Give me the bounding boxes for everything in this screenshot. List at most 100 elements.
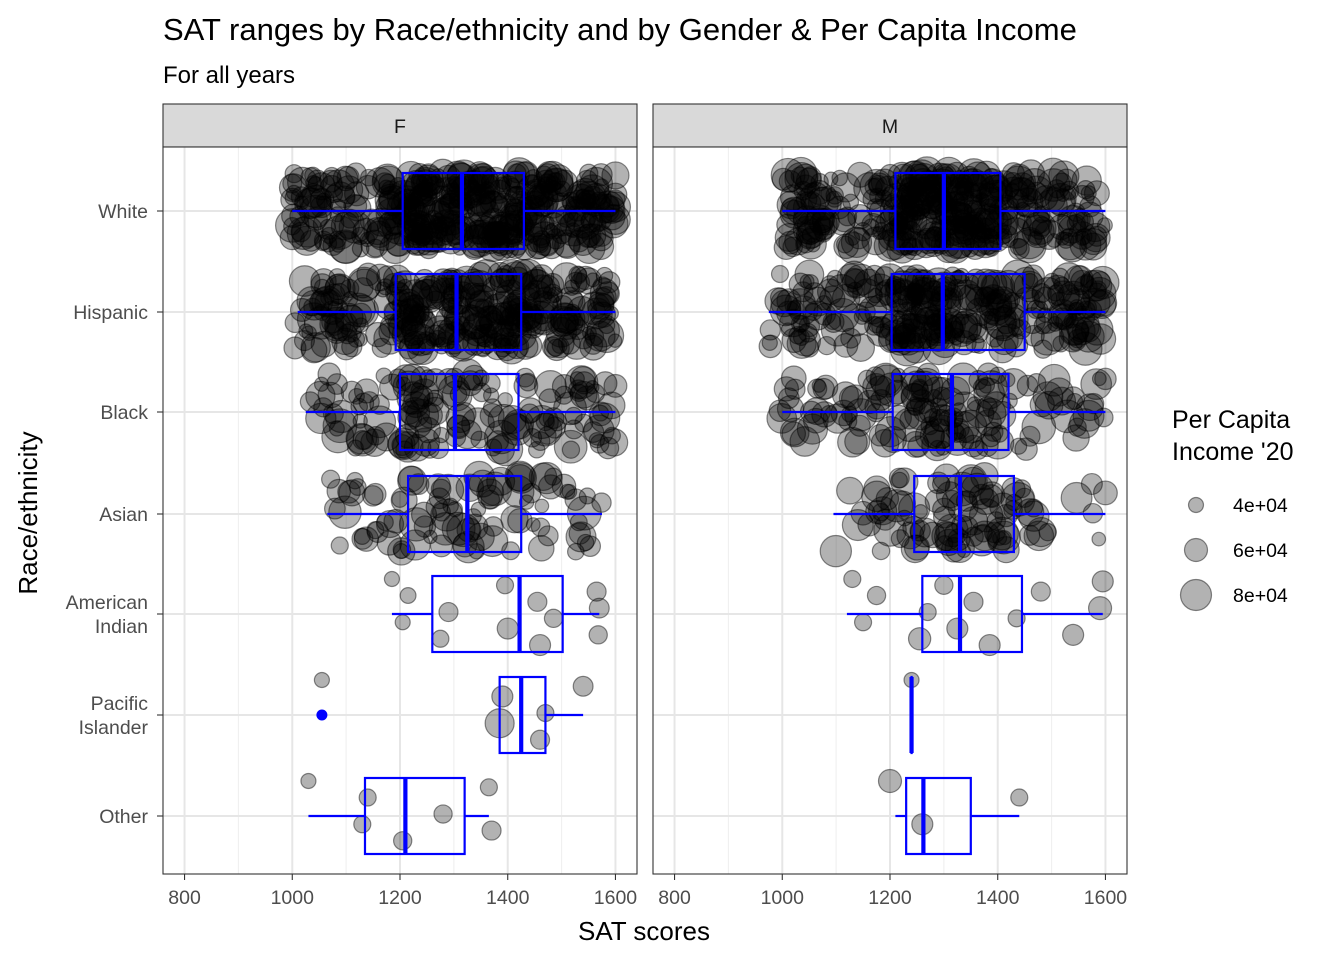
data-point: [821, 275, 839, 293]
data-point: [365, 425, 386, 446]
data-point: [373, 172, 396, 195]
data-point: [1026, 373, 1047, 393]
data-point: [788, 272, 813, 296]
data-point: [446, 414, 471, 438]
data-point: [533, 182, 559, 208]
data-point: [833, 332, 859, 358]
data-point: [940, 376, 971, 406]
data-point: [951, 194, 987, 230]
data-point: [868, 174, 888, 195]
data-point: [566, 542, 585, 561]
data-point: [412, 181, 438, 208]
box-iqr: [406, 474, 523, 554]
data-point: [542, 283, 563, 304]
data-point: [841, 268, 872, 299]
data-point: [830, 172, 861, 203]
legend-title: Income '20: [1172, 438, 1294, 466]
data-point: [396, 278, 413, 295]
data-point: [941, 489, 963, 512]
data-point: [1030, 300, 1049, 319]
data-point: [777, 387, 800, 410]
data-point: [837, 231, 870, 265]
data-point: [570, 266, 588, 283]
data-point: [843, 569, 862, 589]
data-point: [1013, 226, 1046, 260]
data-point: [1018, 500, 1050, 532]
data-point: [923, 407, 943, 428]
data-point: [924, 414, 959, 449]
data-point: [487, 214, 516, 243]
data-point: [533, 309, 555, 332]
data-point: [983, 421, 1004, 442]
data-point: [507, 185, 527, 205]
x-tick-label: 1200: [868, 887, 912, 909]
data-point: [322, 166, 342, 186]
data-point: [484, 438, 503, 457]
boxplot-white: [292, 171, 616, 251]
legend-label: 4e+04: [1233, 495, 1288, 517]
data-point: [584, 320, 616, 352]
data-point: [358, 788, 377, 807]
data-point: [932, 497, 956, 522]
data-point: [327, 298, 349, 320]
data-point: [588, 214, 607, 233]
data-point: [313, 671, 330, 689]
data-point: [1010, 788, 1029, 807]
data-point: [572, 371, 596, 395]
data-point: [853, 613, 873, 632]
data-point: [906, 183, 923, 201]
data-point: [968, 483, 995, 510]
data-point: [538, 233, 565, 260]
data-point: [885, 270, 921, 306]
data-point: [965, 524, 998, 557]
data-point: [495, 258, 528, 292]
data-point: [904, 193, 932, 221]
data-point: [903, 282, 927, 306]
data-point: [895, 173, 920, 198]
data-point: [376, 211, 406, 240]
data-point: [917, 176, 933, 192]
data-point: [905, 203, 938, 236]
data-point: [888, 213, 908, 233]
data-point: [475, 190, 510, 225]
data-point: [1015, 498, 1045, 527]
data-point: [1047, 386, 1077, 416]
data-point: [796, 218, 827, 249]
data-point: [348, 478, 367, 496]
data-point: [913, 308, 930, 325]
data-point: [488, 234, 515, 261]
data-point: [353, 527, 371, 545]
data-point: [527, 591, 548, 612]
data-point: [385, 280, 410, 306]
data-point: [492, 334, 512, 353]
data-point: [1048, 213, 1075, 241]
data-point: [423, 209, 444, 230]
data-point: [862, 188, 885, 211]
data-point: [954, 209, 973, 229]
data-point: [597, 316, 616, 335]
data-point: [274, 208, 310, 243]
data-point: [470, 501, 487, 518]
data-point: [572, 180, 608, 216]
data-point: [336, 165, 360, 190]
data-point: [583, 334, 604, 355]
data-point: [522, 180, 546, 205]
data-point: [1052, 262, 1086, 296]
data-point: [932, 163, 964, 195]
data-point: [506, 272, 540, 306]
data-point: [480, 174, 496, 189]
data-point: [966, 396, 982, 412]
data-point: [525, 517, 541, 533]
data-point: [1008, 238, 1030, 260]
data-point: [322, 215, 357, 250]
data-point: [543, 416, 566, 439]
data-point: [378, 317, 407, 346]
data-point: [873, 263, 907, 296]
data-point: [353, 526, 380, 552]
data-point: [406, 190, 434, 218]
data-point: [446, 414, 471, 440]
data-point: [504, 198, 525, 219]
data-point: [463, 270, 496, 303]
data-point: [404, 219, 428, 243]
data-point: [1087, 282, 1107, 302]
